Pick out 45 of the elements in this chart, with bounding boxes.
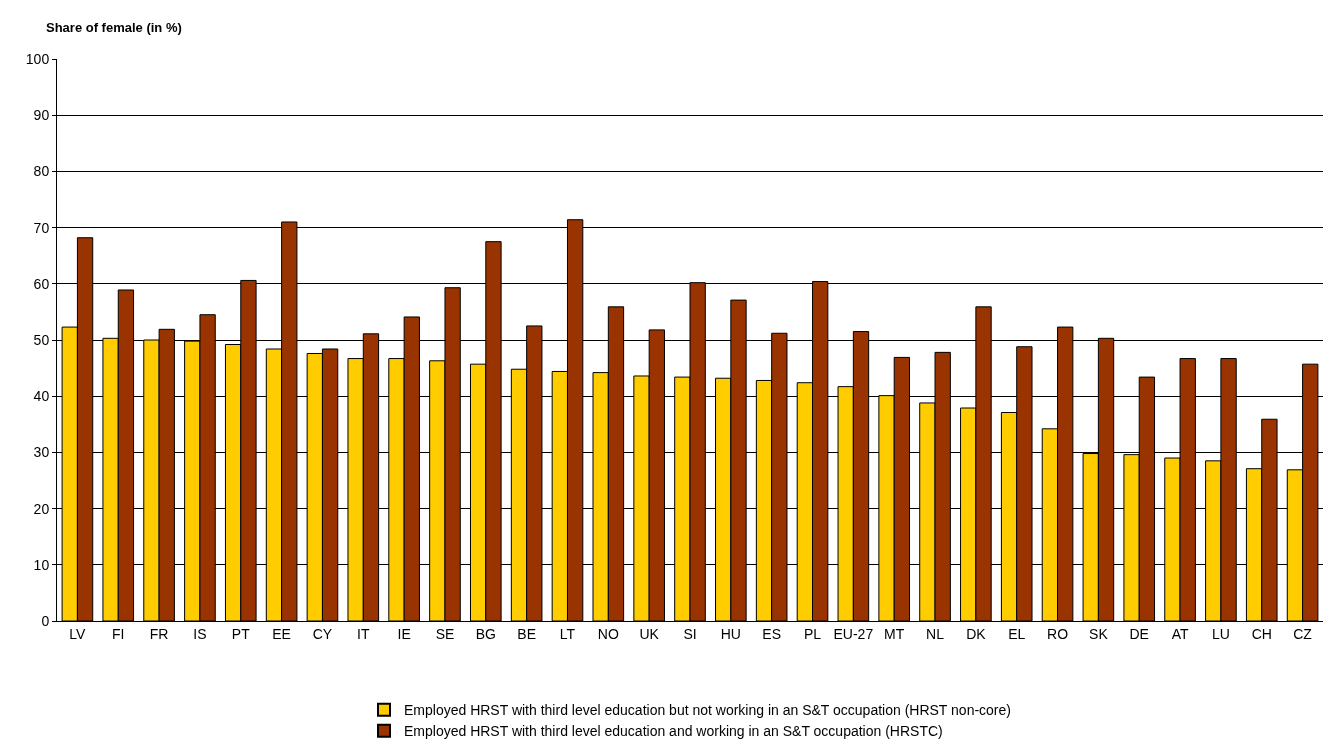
y-tick-label: 40 — [33, 388, 50, 405]
x-tick-label: UK — [639, 625, 660, 642]
x-tick-label: HU — [720, 625, 741, 642]
legend-label: Employed HRST with third level education but not working in an S&T occupation (HRST non-core) — [404, 702, 1011, 719]
x-tick-label: LT — [559, 625, 576, 642]
y-tick-label: 90 — [33, 107, 50, 124]
x-tick-label: SE — [435, 625, 455, 642]
x-tick-label: RO — [1047, 625, 1069, 642]
legend-label: Employed HRST with third level education and working in an S&T occupation (HRSTC) — [404, 723, 943, 740]
y-tick-label: 100 — [25, 50, 50, 67]
x-tick-label: NO — [597, 625, 619, 642]
x-tick-label: EU-27 — [833, 625, 874, 642]
x-tick-label: EL — [1008, 625, 1026, 642]
x-tick-label: FR — [149, 625, 169, 642]
y-axis-title: Share of female (in %) — [46, 20, 182, 35]
x-tick-label: DE — [1129, 625, 1149, 642]
x-tick-label: CZ — [1293, 625, 1313, 642]
y-tick-label: 30 — [33, 444, 50, 461]
x-tick-label: SI — [683, 625, 697, 642]
y-tick-label: 50 — [33, 331, 50, 348]
x-tick-label: PT — [231, 625, 251, 642]
x-tick-label: ES — [762, 625, 782, 642]
y-tick-label: 0 — [41, 612, 50, 629]
x-tick-label: SK — [1089, 625, 1109, 642]
x-tick-label: DK — [966, 625, 987, 642]
x-tick-label: BG — [475, 625, 496, 642]
x-tick-label: MT — [884, 625, 905, 642]
x-tick-label: FI — [112, 625, 125, 642]
y-tick-label: 20 — [33, 500, 50, 517]
x-tick-label: AT — [1171, 625, 1189, 642]
x-tick-label: IT — [357, 625, 370, 642]
x-tick-label: IE — [397, 625, 411, 642]
y-tick-label: 80 — [33, 163, 50, 180]
x-tick-label: CH — [1251, 625, 1272, 642]
x-tick-label: BE — [517, 625, 536, 642]
x-tick-label: EE — [272, 625, 291, 642]
x-tick-label: LU — [1211, 625, 1230, 642]
x-tick-label: LV — [69, 625, 87, 642]
x-tick-label: NL — [926, 625, 945, 642]
y-tick-label: 60 — [33, 275, 50, 292]
x-tick-label: CY — [312, 625, 333, 642]
y-tick-label: 10 — [33, 556, 50, 573]
y-tick-label: 70 — [33, 219, 50, 236]
x-tick-label: PL — [803, 625, 822, 642]
x-tick-label: IS — [193, 625, 207, 642]
